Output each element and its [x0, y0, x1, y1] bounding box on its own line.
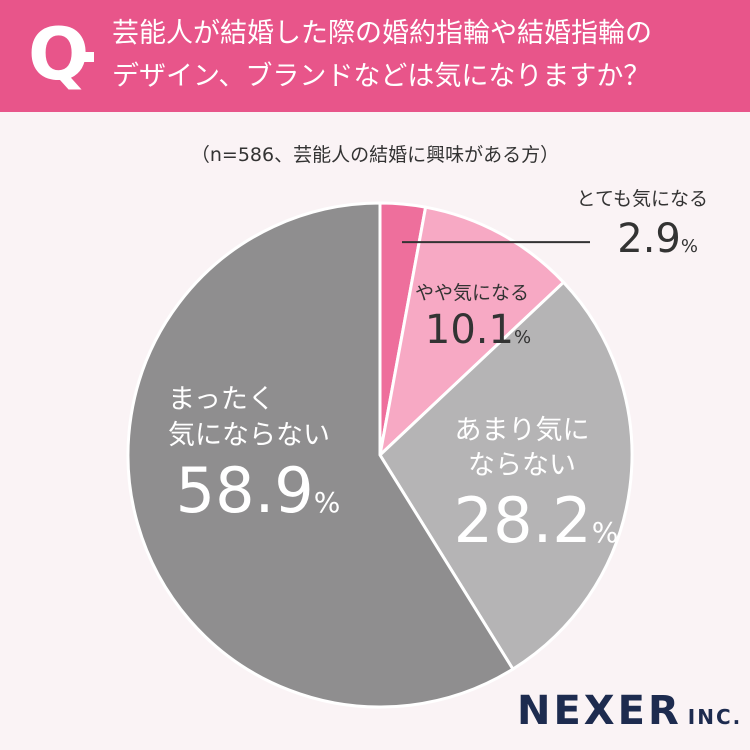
slice-label-4-line-1: まったく [168, 384, 275, 415]
pie-slice-2 [377, 205, 566, 460]
brand-logo: NEXER INC. [517, 688, 742, 734]
pie-slice-4 [126, 201, 515, 709]
question-text: 芸能人が結婚した際の婚約指輪や結婚指輪の デザイン、ブランドなどは気になりますか… [112, 12, 742, 98]
question-line-2: デザイン、ブランドなどは気になりますか？ [112, 61, 651, 92]
sample-note: （n=586、芸能人の結婚に興味がある方） [190, 144, 560, 166]
question-header: Q 芸能人が結婚した際の婚約指輪や結婚指輪の デザイン、ブランドなどは気になりま… [0, 0, 750, 112]
slice-label-3-line-2: ならない [468, 450, 576, 481]
question-line-1: 芸能人が結婚した際の婚約指輪や結婚指輪の [112, 18, 652, 49]
slice-value-2: 10.1% [425, 307, 531, 353]
pie-slice-3 [378, 280, 634, 672]
question-mark: Q [28, 12, 90, 96]
slice-value-3: 28.2% [454, 484, 619, 557]
slice-label-2: やや気になる [415, 282, 529, 304]
slice-value-1: 2.9% [617, 216, 698, 262]
slice-label-3-line-1: あまり気に [455, 415, 590, 446]
slice-label-4-line-2: 気にならない [168, 420, 330, 451]
slice-value-4: 58.9% [176, 454, 341, 527]
slice-label-1: とても気になる [577, 188, 708, 210]
question-mark-dot [84, 52, 94, 62]
brand-suffix: INC. [687, 705, 743, 729]
brand-name: NEXER [517, 688, 682, 734]
